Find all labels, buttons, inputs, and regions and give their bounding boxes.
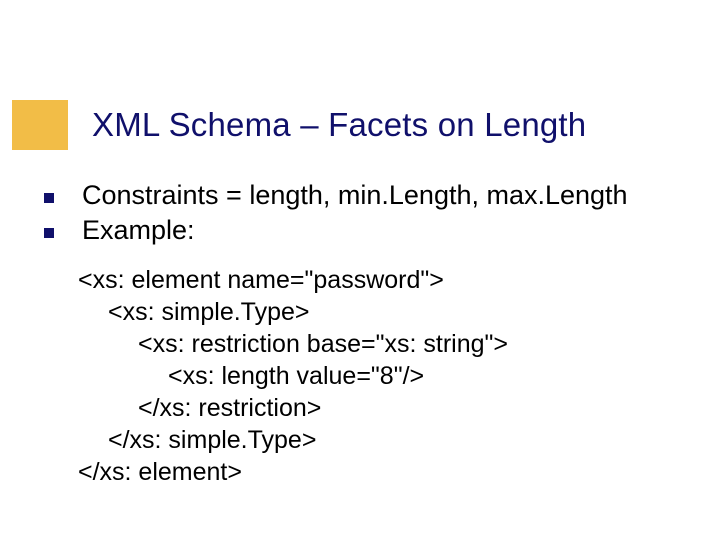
- code-line: <xs: restriction base="xs: string">: [78, 328, 684, 360]
- slide-body: Constraints = length, min.Length, max.Le…: [44, 180, 684, 488]
- title-row: XML Schema – Facets on Length: [92, 106, 586, 144]
- title-accent-box: [12, 100, 68, 150]
- code-line: </xs: simple.Type>: [78, 424, 684, 456]
- bullet-text: Constraints = length, min.Length, max.Le…: [82, 180, 628, 211]
- square-bullet-icon: [44, 228, 54, 238]
- bullet-text: Example:: [82, 215, 195, 246]
- code-line: </xs: restriction>: [78, 392, 684, 424]
- bullet-list: Constraints = length, min.Length, max.Le…: [44, 180, 684, 246]
- code-block: <xs: element name="password"><xs: simple…: [78, 264, 684, 488]
- slide: XML Schema – Facets on Length Constraint…: [0, 0, 720, 540]
- code-line: <xs: length value="8"/>: [78, 360, 684, 392]
- code-line: </xs: element>: [78, 456, 684, 488]
- bullet-item: Example:: [44, 215, 684, 246]
- code-line: <xs: element name="password">: [78, 264, 684, 296]
- square-bullet-icon: [44, 193, 54, 203]
- slide-title: XML Schema – Facets on Length: [92, 106, 586, 144]
- bullet-item: Constraints = length, min.Length, max.Le…: [44, 180, 684, 211]
- code-line: <xs: simple.Type>: [78, 296, 684, 328]
